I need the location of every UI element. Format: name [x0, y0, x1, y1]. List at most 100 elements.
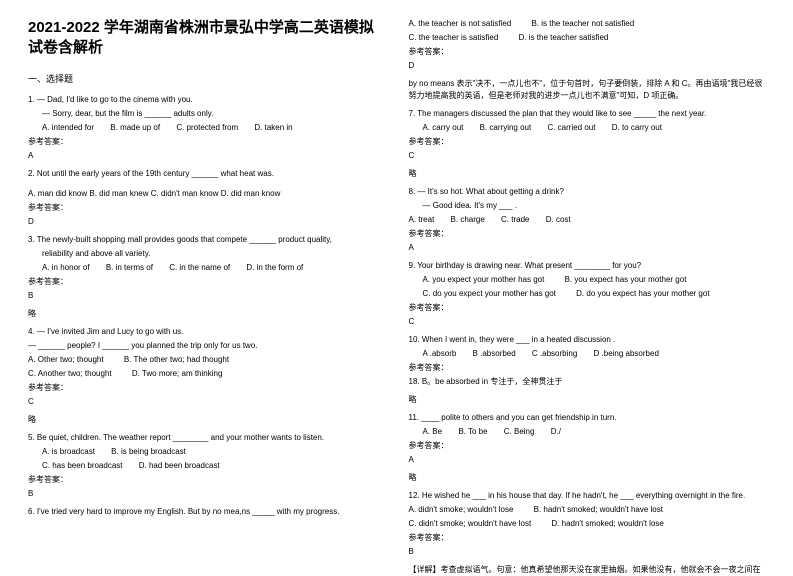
q5-answer: B — [28, 488, 385, 500]
answer-label: 参考答案： — [409, 532, 766, 544]
right-column: A. the teacher is not satisfied B. is th… — [409, 18, 766, 543]
q5-opt-c: C. has been broadcast — [42, 460, 123, 472]
q11-opt-d: D./ — [551, 426, 561, 438]
q9-opt-c: C. do you expect your mother has got — [423, 288, 556, 300]
q3-opt-d: D. in the form of — [246, 262, 303, 274]
q3-explain: 略 — [28, 308, 385, 320]
q4-opts-row2: C. Another two; thought D. Two more; am … — [28, 368, 385, 380]
q10-opt-b: B .absorbed — [473, 348, 516, 360]
q12-explain: 【详解】考查虚拟语气。句意：他真希望他那天没在家里抽烟。如果他没有，他就会不会一… — [409, 564, 766, 576]
left-column: 2021-2022 学年湖南省株洲市景弘中学高二英语模拟试卷含解析 一、选择题 … — [28, 18, 385, 543]
q10-opt-d: D .being absorbed — [594, 348, 659, 360]
q8-options: A. treat B. charge C. trade D. cost — [409, 214, 766, 226]
answer-label: 参考答案： — [28, 474, 385, 486]
q7-opt-a: A. carry out — [423, 122, 464, 134]
question-12: 12. He wished he ___ in his house that d… — [409, 490, 766, 576]
answer-label: 参考答案： — [409, 302, 766, 314]
answer-label: 参考答案： — [28, 276, 385, 288]
q7-explain: 略 — [409, 168, 766, 180]
q7-options: A. carry out B. carrying out C. carried … — [409, 122, 766, 134]
q2-opt-c: C. didn't man know — [151, 189, 219, 198]
question-9: 9. Your birthday is drawing near. What p… — [409, 260, 766, 328]
q1-opt-d: D. taken in — [254, 122, 292, 134]
q2-opt-b: B. did man knew — [89, 189, 148, 198]
answer-label: 参考答案： — [409, 440, 766, 452]
q8-line2: — Good idea. It's my ___ . — [409, 200, 766, 212]
q3-opt-b: B. in terms of — [106, 262, 153, 274]
q4-line2: — ______ people? I ______ you planned th… — [28, 340, 385, 352]
q12-opts-row1: A. didn't smoke; wouldn't lose B. hadn't… — [409, 504, 766, 516]
q1-options: A. intended for B. made up of C. protect… — [28, 122, 385, 134]
q1-opt-c: C. protected from — [176, 122, 238, 134]
q3-line2: reliability and above all variety. — [28, 248, 385, 260]
q7-answer: C — [409, 150, 766, 162]
answer-label: 参考答案： — [28, 382, 385, 394]
answer-label: 参考答案： — [409, 136, 766, 148]
q8-answer: A — [409, 242, 766, 254]
q8-opt-c: C. trade — [501, 215, 529, 224]
answer-label: 参考答案： — [409, 228, 766, 240]
answer-label: 参考答案： — [409, 46, 766, 58]
q7-line1: 7. The managers discussed the plan that … — [409, 108, 766, 120]
question-4: 4. — I've invited Jim and Lucy to go wit… — [28, 326, 385, 426]
q9-line1: 9. Your birthday is drawing near. What p… — [409, 260, 766, 272]
q2-line1: 2. Not until the early years of the 19th… — [28, 168, 385, 180]
q5-opts-row2: C. has been broadcast D. had been broadc… — [28, 460, 385, 472]
q7-opt-b: B. carrying out — [480, 122, 532, 134]
q2-answer: D — [28, 216, 385, 228]
q2-options: A. man did know B. did man knew C. didn'… — [28, 188, 385, 200]
q1-opt-b: B. made up of — [110, 122, 160, 134]
q9-opts-row1: A. you expect your mother has got B. you… — [409, 274, 766, 286]
q5-opts-row1: A. is broadcast B. is being broadcast — [28, 446, 385, 458]
q4-answer: C — [28, 396, 385, 408]
q6-line1: 6. I've tried very hard to improve my En… — [28, 506, 385, 518]
q4-opt-a: A. Other two; thought — [28, 354, 104, 366]
q2-opt-d: D. did man know — [221, 189, 281, 198]
q9-opt-d: D. do you expect has your mother got — [576, 288, 709, 300]
answer-label: 参考答案： — [409, 362, 766, 374]
q9-opts-row2: C. do you expect your mother has got D. … — [409, 288, 766, 300]
q11-explain: 略 — [409, 472, 766, 484]
q5-opt-d: D. had been broadcast — [139, 460, 220, 472]
q12-answer: B — [409, 546, 766, 558]
doc-title: 2021-2022 学年湖南省株洲市景弘中学高二英语模拟试卷含解析 — [28, 18, 385, 59]
q11-opt-a: A. Be — [423, 426, 443, 438]
answer-label: 参考答案： — [28, 202, 385, 214]
q4-line1: 4. — I've invited Jim and Lucy to go wit… — [28, 326, 385, 338]
q1-line1: 1. — Dad, I'd like to go to the cinema w… — [28, 94, 385, 106]
q12-opt-c: C. didn't smoke; wouldn't have lost — [409, 518, 532, 530]
q11-opt-b: B. To be — [458, 426, 487, 438]
q11-opt-c: C. Being — [504, 426, 535, 438]
question-6-cont: A. the teacher is not satisfied B. is th… — [409, 18, 766, 102]
q1-answer: A — [28, 150, 385, 162]
q11-line1: 11. ____ polite to others and you can ge… — [409, 412, 766, 424]
q8-opt-d: D. cost — [546, 215, 571, 224]
q9-opt-a: A. you expect your mother has got — [423, 274, 545, 286]
q6-answer: D — [409, 60, 766, 72]
question-5: 5. Be quiet, children. The weather repor… — [28, 432, 385, 500]
q12-opt-b: B. hadn't smoked; wouldn't have lost — [534, 504, 663, 516]
q11-options: A. Be B. To be C. Being D./ — [409, 426, 766, 438]
q1-line2: — Sorry, dear, but the film is ______ ad… — [28, 108, 385, 120]
q3-line1: 3. The newly-built shopping mall provide… — [28, 234, 385, 246]
q5-opt-a: A. is broadcast — [42, 446, 95, 458]
q6-opts-row2: C. the teacher is satisfied D. is the te… — [409, 32, 766, 44]
q9-opt-b: B. you expect has your mother got — [565, 274, 687, 286]
question-6: 6. I've tried very hard to improve my En… — [28, 506, 385, 518]
q8-opt-a: A. treat — [409, 215, 435, 224]
question-10: 10. When I went in, they were ___ in a h… — [409, 334, 766, 406]
q4-explain: 略 — [28, 414, 385, 426]
q6-opt-c: C. the teacher is satisfied — [409, 32, 499, 44]
q12-opts-row2: C. didn't smoke; wouldn't have lost D. h… — [409, 518, 766, 530]
q6-opts-row1: A. the teacher is not satisfied B. is th… — [409, 18, 766, 30]
question-3: 3. The newly-built shopping mall provide… — [28, 234, 385, 320]
section-heading: 一、选择题 — [28, 73, 385, 87]
answer-label: 参考答案： — [28, 136, 385, 148]
q11-answer: A — [409, 454, 766, 466]
question-8: 8. — It's so hot. What about getting a d… — [409, 186, 766, 254]
q1-opt-a: A. intended for — [42, 122, 94, 134]
q4-opt-d: D. Two more; am thinking — [132, 368, 223, 380]
q8-opt-b: B. charge — [451, 215, 485, 224]
q6-opt-a: A. the teacher is not satisfied — [409, 18, 512, 30]
q3-answer: B — [28, 290, 385, 302]
